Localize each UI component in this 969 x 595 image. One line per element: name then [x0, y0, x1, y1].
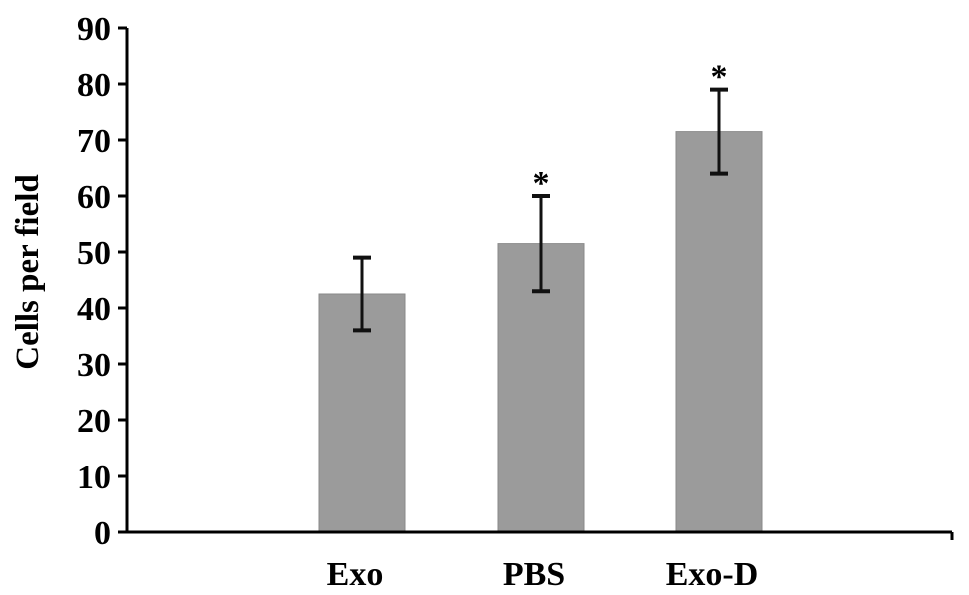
y-axis-ticks: 0 10 20 30 40 50 60 70 80 90 — [77, 11, 954, 552]
error-bars — [353, 87, 728, 333]
x-category-label: Exo-D — [666, 556, 759, 593]
y-tick-label: 80 — [77, 67, 111, 104]
y-tick-label: 90 — [77, 11, 111, 48]
x-category-label: Exo — [327, 556, 384, 593]
y-tick-label: 0 — [94, 515, 111, 552]
y-tick-label: 10 — [77, 459, 111, 496]
significance-asterisk: * — [711, 59, 728, 96]
significance-asterisk: * — [533, 165, 550, 202]
y-tick-label: 50 — [77, 235, 111, 272]
bar — [675, 131, 763, 533]
significance-marks: ** — [533, 59, 728, 202]
y-axis-title: Cells per field — [10, 174, 46, 370]
bar — [318, 293, 406, 533]
y-tick-label: 20 — [77, 403, 111, 440]
x-axis-categories: Exo PBS Exo-D — [327, 556, 759, 593]
y-tick-label: 30 — [77, 347, 111, 384]
y-tick-label: 70 — [77, 123, 111, 160]
y-tick-label: 40 — [77, 291, 111, 328]
x-category-label: PBS — [503, 556, 565, 593]
y-tick-label: 60 — [77, 179, 111, 216]
